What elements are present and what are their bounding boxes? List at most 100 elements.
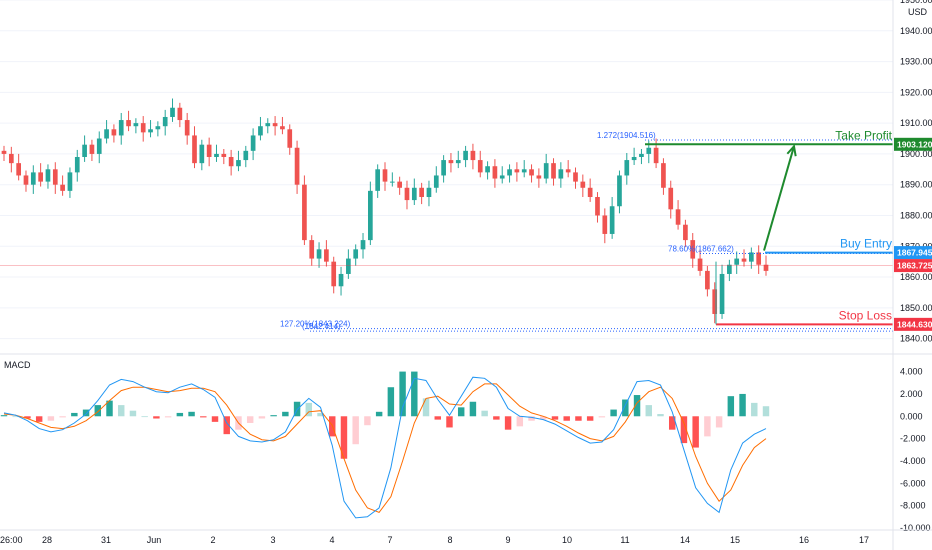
candle-body (668, 187, 674, 210)
price-tag-text: 1867.945 (897, 248, 932, 258)
macd-histogram-bar (575, 416, 582, 421)
macd-histogram-bar (35, 416, 43, 422)
macd-histogram-bar (411, 371, 418, 417)
candle-body (587, 187, 593, 198)
time-tick-label: 15 (730, 535, 740, 545)
time-tick-label: 17 (859, 535, 869, 545)
fib-level-label: (1842.414) (302, 322, 341, 331)
candle-body (463, 150, 468, 161)
candle-body (375, 169, 381, 191)
price-grid (0, 0, 893, 340)
macd-histogram-bar (493, 416, 500, 420)
macd-histogram-bar (399, 371, 406, 417)
price-tick-label: 1900.000 (900, 149, 932, 159)
candle-body (258, 126, 263, 136)
candle-body (155, 126, 161, 130)
macd-histogram-bar (24, 416, 31, 419)
candle-body (302, 184, 307, 241)
price-tag-bg (894, 137, 932, 151)
time-tick-label: 16 (799, 535, 809, 545)
time-tick-label: 26:00 (0, 535, 23, 545)
last-price-tag-text: 1863.725 (897, 261, 932, 271)
candle-body (353, 249, 359, 259)
time-tick-label: 31 (101, 535, 111, 545)
macd-histogram-bar (610, 409, 617, 417)
candle-body (272, 123, 278, 127)
price-axis[interactable]: 1950.000 1940.000 1930.000 1920.000 1910.000… (900, 0, 932, 344)
price-tick-label: 1930.000 (900, 57, 932, 67)
price-pane[interactable]: 1.272(1904.516) 78.60%(1867.662) 127.20%(1… (0, 0, 932, 344)
candle-body (52, 169, 58, 185)
macd-histogram-bar (422, 398, 430, 417)
macd-tick-label: -2.000 (900, 434, 926, 444)
macd-histogram-bar (434, 416, 441, 420)
macd-histogram-bar (586, 416, 594, 421)
macd-tick-label: 2.000 (900, 389, 923, 399)
macd-histogram-bar (82, 409, 90, 417)
macd-histogram-bar (200, 416, 207, 418)
candle-body (631, 156, 637, 161)
candle-body (756, 252, 762, 265)
macd-histogram-bar (153, 416, 160, 419)
time-tick-label: 14 (680, 535, 690, 545)
time-tick-label: 8 (447, 535, 452, 545)
candle-body (543, 163, 549, 179)
time-tick-label: Jun (147, 535, 162, 545)
macd-histogram-bar (118, 405, 125, 417)
candle-body (485, 166, 490, 173)
macd-histogram-bar (59, 416, 66, 418)
macd-line (3, 376, 767, 519)
macd-histogram-bar (270, 415, 277, 417)
time-tick-label: 7 (387, 535, 392, 545)
candle-body (309, 240, 315, 259)
time-axis[interactable]: 26:00 28 31 Jun 2 3 4 7 8 9 10 11 14 15 16 17 (0, 535, 869, 545)
candle-body (690, 240, 696, 259)
candle-body (221, 153, 227, 157)
candle-body (243, 150, 249, 161)
macd-histogram-bar (129, 410, 137, 417)
trade-level-label: Buy Entry (840, 237, 892, 251)
candle-body (529, 169, 534, 176)
arrow-shaft (763, 146, 795, 251)
candle-body (573, 172, 578, 182)
candle-body (712, 289, 718, 314)
price-tick-label: 1880.000 (900, 210, 932, 220)
macd-histogram-bar (762, 406, 770, 417)
macd-tick-label: -4.000 (900, 456, 926, 466)
macd-histogram-bar (188, 411, 195, 417)
macd-histogram-bar (106, 400, 113, 417)
candle-body (646, 147, 652, 154)
macd-tick-label: -6.000 (900, 478, 926, 488)
candle-body (23, 175, 29, 185)
macd-histogram-bar (563, 416, 570, 421)
time-tick-label: 28 (42, 535, 52, 545)
candle-body (16, 163, 21, 176)
candle-body (595, 197, 600, 216)
candle-body (426, 187, 432, 198)
macd-pane[interactable]: MACD 4.000 2.000 0.000 -2.000 -4.000 -6.000 -8… (0, 360, 931, 533)
time-tick-label: 3 (270, 535, 275, 545)
candle-body (338, 273, 344, 287)
candle-body (250, 135, 256, 151)
candle-body (45, 169, 51, 182)
candle-body (404, 187, 410, 201)
candle-body (236, 160, 241, 167)
macd-histogram-bar (446, 416, 453, 428)
arrow-head (786, 144, 797, 157)
macd-histogram-bar (94, 405, 102, 417)
price-tag-bg (894, 246, 932, 260)
signal-line (3, 383, 767, 514)
candle-body (448, 160, 454, 164)
macd-histogram-bar (0, 415, 8, 417)
candle-body (624, 160, 630, 176)
candle-body (192, 135, 197, 164)
candle-body (477, 160, 483, 173)
candle-body (368, 190, 373, 241)
macd-axis[interactable]: 4.000 2.000 0.000 -2.000 -4.000 -6.000 -8.000 -… (900, 367, 931, 533)
macd-histogram-bar (246, 416, 254, 423)
candle-body (280, 126, 285, 130)
candle-body (697, 258, 703, 271)
candle-body (719, 273, 725, 314)
macd-tick-label: -10.000 (900, 523, 931, 533)
